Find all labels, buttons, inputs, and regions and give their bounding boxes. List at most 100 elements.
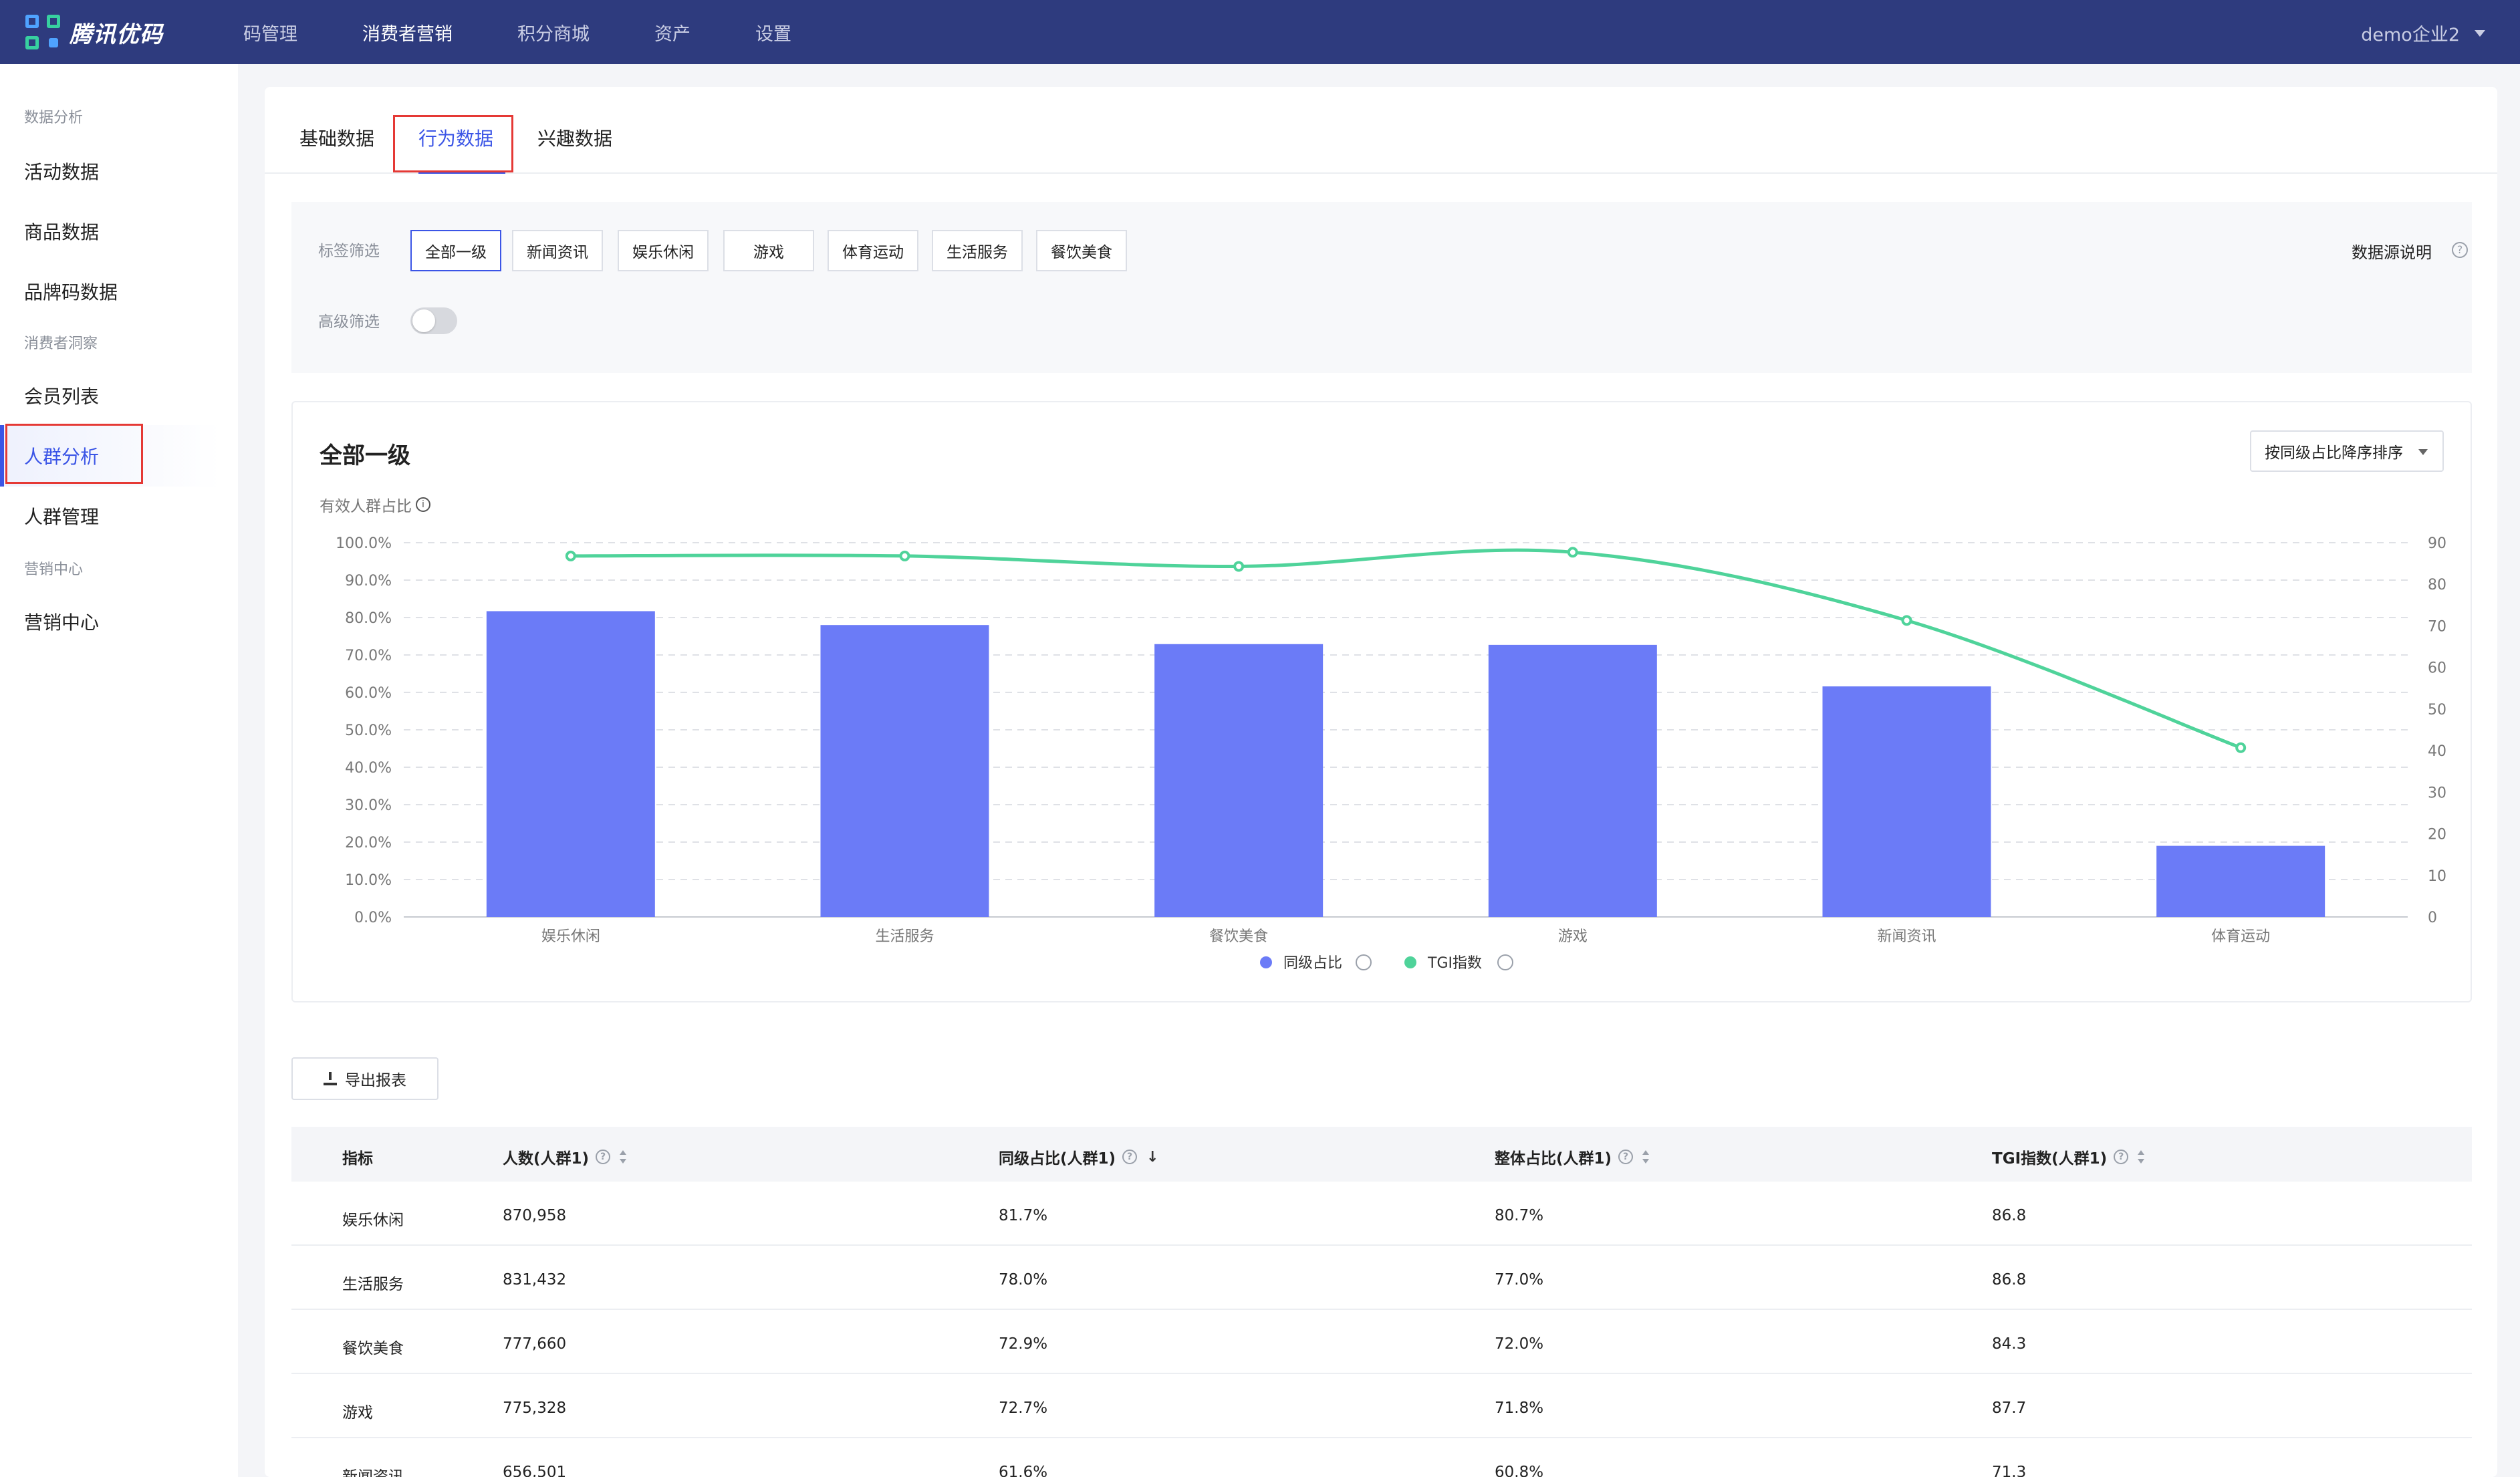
column-header-tgi[interactable]: TGI指数(人群1)? [1992,1146,2145,1168]
info-icon[interactable]: i [416,497,430,512]
table-row: 游戏 775,328 72.7% 71.8% 87.7 [291,1374,2472,1438]
y-left-tick-label: 90.0% [345,573,392,589]
cell-metric: 娱乐休闲 [342,1212,404,1229]
tab-behavior-data[interactable]: 行为数据 [418,128,494,150]
user-menu[interactable]: demo企业2 [2361,20,2485,46]
tab-bar: 基础数据 行为数据 兴趣数据 [265,87,2497,174]
y-right-tick-label: 0 [2428,910,2437,926]
help-icon[interactable]: ? [2114,1150,2129,1164]
line-point [565,550,576,561]
tab-interest-data[interactable]: 兴趣数据 [537,128,613,150]
bar [1488,644,1657,917]
y-axis-label-text: 有效人群占比 [320,498,412,515]
cell-tgi: 71.3 [1992,1464,2027,1477]
sort-icon[interactable] [1642,1150,1650,1164]
sidebar-group-consumer-insight: 消费者洞察 [24,335,98,352]
sort-icon[interactable] [620,1150,627,1164]
sidebar-item-audience-analysis[interactable]: 人群分析 [24,446,100,468]
table-row: 餐饮美食 777,660 72.9% 72.0% 84.3 [291,1310,2472,1374]
sidebar-item-product-data[interactable]: 商品数据 [24,221,100,243]
cell-count: 831,432 [503,1271,567,1289]
x-tick-label: 体育运动 [2211,928,2270,945]
help-icon[interactable]: ? [2452,242,2468,258]
tag-food[interactable]: 餐饮美食 [1036,230,1127,271]
chevron-down-icon [2418,449,2428,455]
y-right-tick-label: 30 [2428,785,2446,801]
nav-item-settings[interactable]: 设置 [755,23,791,45]
top-nav: 腾讯优码 码管理 消费者营销 积分商城 资产 设置 demo企业2 [0,0,2520,64]
data-source-link[interactable]: 数据源说明 [2352,243,2432,262]
y-left-tick-label: 60.0% [345,685,392,702]
series-line-tgi [570,548,2242,750]
legend-label-line: TGI指数 [1427,955,1482,972]
sidebar-item-activity-data[interactable]: 活动数据 [24,161,100,183]
nav-item-assets[interactable]: 资产 [654,23,690,45]
line-point [1567,547,1578,558]
table-header: 指标 人数(人群1)? 同级占比(人群1)? ↓ 整体占比(人群1)? TGI指数… [291,1127,2472,1182]
help-icon[interactable]: ? [1618,1150,1634,1164]
tag-life-services[interactable]: 生活服务 [932,230,1023,271]
nav-item-code-management[interactable]: 码管理 [243,23,297,45]
chart-svg: 0.0% 10.0% 20.0% 30.0% 40.0% 50.0% 60.0% 70.0% 8… [336,535,2446,972]
tab-active-underline [418,170,505,174]
x-tick-label: 新闻资讯 [1877,928,1936,945]
table-row: 生活服务 831,432 78.0% 77.0% 86.8 [291,1246,2472,1310]
brand-name: 腾讯优码 [70,21,163,48]
column-header-count[interactable]: 人数(人群1)? [503,1146,627,1168]
brand[interactable]: 腾讯优码 [25,15,219,49]
sort-icon[interactable] [2138,1150,2145,1164]
sort-descending-icon[interactable]: ↓ [1146,1148,1159,1166]
cell-peer-ratio: 61.6% [999,1464,1048,1477]
y-left-tick-label: 40.0% [345,760,392,777]
nav-item-points-mall[interactable]: 积分商城 [517,23,590,45]
help-icon[interactable]: ? [596,1150,611,1164]
filter-panel [291,202,2472,373]
line-point [1233,561,1245,572]
help-icon [1356,954,1372,970]
y-left-tick-label: 10.0% [345,872,392,889]
tab-basic-data[interactable]: 基础数据 [299,128,375,150]
advanced-filter-toggle[interactable] [410,307,457,334]
sort-select[interactable]: 按同级占比降序排序 [2250,430,2444,472]
cell-tgi: 86.8 [1992,1207,2027,1224]
sidebar-item-marketing-center[interactable]: 营销中心 [24,612,100,634]
help-icon[interactable]: ? [1122,1150,1138,1164]
brand-logo-icon [25,15,60,49]
tag-games[interactable]: 游戏 [723,230,814,271]
line-point [899,550,910,561]
tag-entertainment[interactable]: 娱乐休闲 [618,230,709,271]
column-header-peer-ratio[interactable]: 同级占比(人群1)? ↓ [999,1148,1159,1168]
tag-all-level1[interactable]: 全部一级 [410,230,501,271]
chart-card: 全部一级 有效人群占比 i 按同级占比降序排序 0.0% 10.0% 20.0% 30… [291,401,2472,1002]
y-right-tick-label: 90 [2428,535,2446,552]
nav-item-consumer-marketing[interactable]: 消费者营销 [362,23,453,45]
sidebar-item-audience-management[interactable]: 人群管理 [24,506,100,528]
x-tick-label: 餐饮美食 [1209,928,1268,945]
sidebar-active-indicator [0,425,4,487]
line-point [2235,742,2247,753]
toggle-knob [412,309,435,332]
line-point [1901,615,1912,626]
tag-news[interactable]: 新闻资讯 [512,230,603,271]
sidebar-item-member-list[interactable]: 会员列表 [24,386,100,408]
export-report-button[interactable]: 导出报表 [291,1057,438,1100]
y-left-tick-label: 70.0% [345,648,392,664]
y-left-tick-label: 30.0% [345,797,392,814]
cell-peer-ratio: 72.9% [999,1335,1048,1353]
sort-select-value: 按同级占比降序排序 [2265,444,2403,462]
y-right-tick-label: 70 [2428,618,2446,635]
column-header-overall-ratio[interactable]: 整体占比(人群1)? [1495,1146,1650,1168]
column-header-metric: 指标 [342,1150,373,1168]
cell-overall-ratio: 72.0% [1495,1335,1544,1353]
cell-metric: 餐饮美食 [342,1340,404,1357]
cell-tgi: 86.8 [1992,1271,2027,1289]
bar [820,625,989,917]
y-right-tick-label: 80 [2428,577,2446,593]
sidebar-group-data-analysis: 数据分析 [24,110,84,126]
sidebar-group-marketing-center: 营销中心 [24,561,84,578]
x-tick-label: 生活服务 [875,928,934,945]
nav-menu: 码管理 消费者营销 积分商城 资产 设置 [243,19,856,45]
sidebar-item-brand-code-data[interactable]: 品牌码数据 [24,281,118,303]
tag-sports[interactable]: 体育运动 [828,230,918,271]
legend-marker-line [1404,956,1416,968]
